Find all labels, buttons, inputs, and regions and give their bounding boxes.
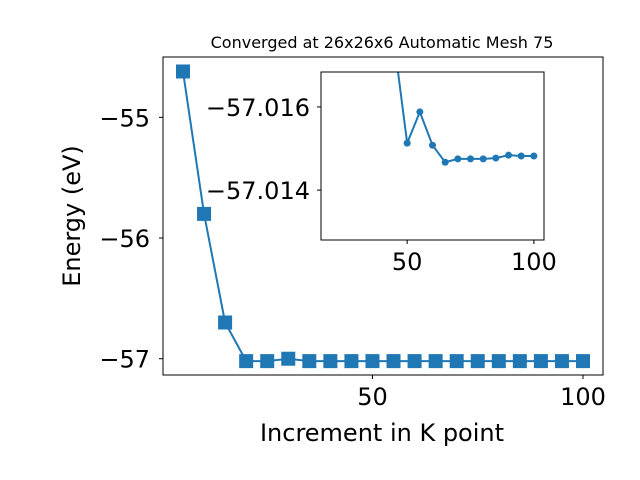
marker xyxy=(454,155,462,163)
y-tick-label: −57.016 xyxy=(206,94,310,122)
marker xyxy=(403,139,411,147)
x-tick-label: 50 xyxy=(357,383,388,411)
marker xyxy=(449,354,464,369)
marker xyxy=(218,315,233,330)
marker xyxy=(533,354,548,369)
marker xyxy=(302,354,317,369)
y-axis-label: Energy (eV) xyxy=(58,145,86,287)
marker xyxy=(407,354,422,369)
plot-area xyxy=(397,72,538,166)
marker xyxy=(344,354,359,369)
axes-frame xyxy=(320,71,545,241)
y-tick-label: −57 xyxy=(99,346,150,374)
marker xyxy=(197,206,212,221)
marker xyxy=(429,141,436,149)
marker xyxy=(323,354,338,369)
marker xyxy=(576,354,590,369)
marker xyxy=(492,154,500,162)
marker xyxy=(491,354,506,369)
x-tick-label: 50 xyxy=(392,248,423,276)
marker xyxy=(365,354,380,369)
marker xyxy=(239,354,254,369)
chart-title: Converged at 26x26x6 Automatic Mesh 75 xyxy=(211,33,554,52)
marker xyxy=(512,354,527,369)
marker xyxy=(505,151,513,159)
y-tick-label: −56 xyxy=(99,225,150,253)
marker xyxy=(467,155,475,163)
x-axis-label: Increment in K point xyxy=(260,419,504,447)
marker xyxy=(416,108,424,116)
marker xyxy=(470,354,485,369)
marker xyxy=(554,354,569,369)
marker xyxy=(260,354,275,369)
x-tick-label: 100 xyxy=(511,248,557,276)
plot-area xyxy=(176,64,590,369)
marker xyxy=(428,354,443,369)
axes-frame xyxy=(162,56,604,376)
marker xyxy=(281,351,296,366)
marker xyxy=(530,152,538,160)
y-tick-label: −57.014 xyxy=(206,177,310,205)
y-tick-label: −55 xyxy=(99,104,150,132)
marker xyxy=(479,155,487,163)
marker xyxy=(386,354,401,369)
marker xyxy=(176,64,190,79)
x-tick-label: 100 xyxy=(560,383,606,411)
marker xyxy=(441,158,449,166)
marker xyxy=(517,152,525,160)
